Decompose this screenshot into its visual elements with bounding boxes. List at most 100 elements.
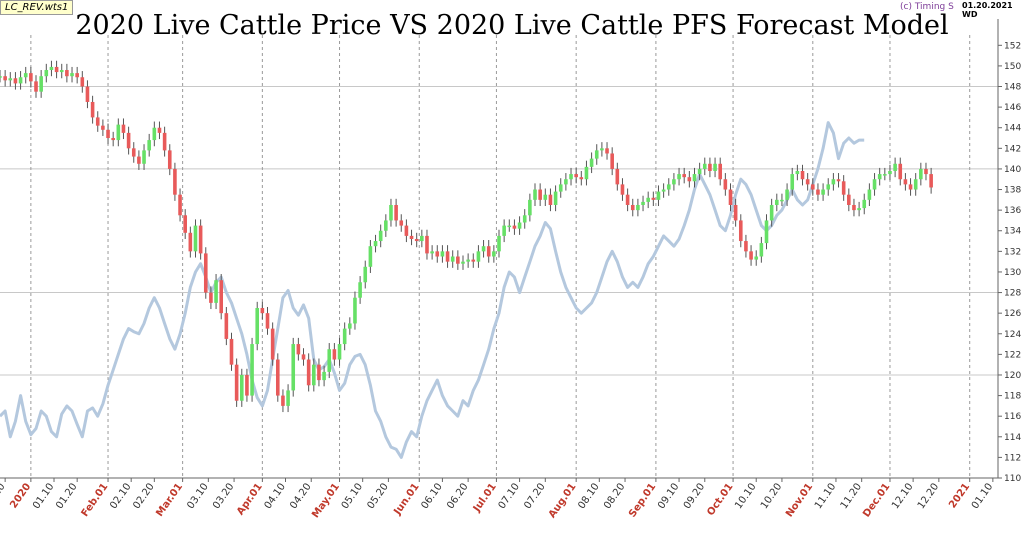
candle-up (641, 201, 645, 205)
candle-up (872, 179, 877, 190)
candle-up (348, 323, 352, 329)
candle-down (173, 168, 177, 195)
candle-up (49, 66, 54, 71)
forecast-layer (0, 121, 865, 459)
x-tick-label: 07.10 (497, 481, 522, 511)
candle-up (492, 251, 496, 257)
candle-up (702, 163, 707, 169)
candle-down (708, 163, 712, 171)
candle-up (919, 168, 923, 180)
candle-down (111, 138, 115, 141)
candle-down (852, 204, 856, 211)
x-tick-label: 06.20 (445, 481, 470, 511)
candle-down (188, 232, 193, 252)
grid-layer (0, 35, 998, 478)
candle-down (167, 150, 172, 169)
candle-up (466, 259, 470, 262)
candle-up (862, 199, 867, 209)
candle-up (913, 179, 918, 190)
candle-up (636, 204, 640, 211)
candle-down (625, 194, 630, 205)
candle-down (738, 220, 743, 242)
candle-up (790, 174, 795, 190)
x-tick-label: 07.20 (522, 481, 547, 511)
candle-up (893, 163, 897, 171)
x-tick-label: 2020 (8, 481, 33, 510)
candle-up (461, 261, 465, 264)
candle-down (126, 132, 131, 149)
candle-up (764, 220, 769, 244)
candle-up (769, 204, 774, 221)
candle-down (538, 189, 542, 200)
y-tick-label: 114 (1004, 433, 1021, 443)
candle-up (857, 208, 861, 211)
candle-down (800, 170, 805, 180)
candle-down (811, 184, 815, 190)
candle-up (594, 150, 599, 159)
candle-up (116, 124, 121, 141)
candle-up (692, 174, 697, 182)
candle-up (543, 194, 548, 200)
candle-up (59, 70, 64, 73)
candle-down (512, 225, 517, 229)
candle-down (245, 374, 249, 396)
candle-up (759, 243, 764, 257)
candle-up (363, 266, 368, 283)
candle-down (898, 163, 903, 180)
candle-down (137, 156, 141, 164)
x-tick-label: .20 (0, 481, 8, 500)
candle-up (697, 168, 702, 175)
y-tick-label: 124 (1004, 330, 1021, 340)
candle-down (924, 168, 928, 175)
candle-up (193, 225, 198, 252)
x-tick-label: Oct.01 (705, 481, 735, 518)
candle-up (522, 215, 527, 223)
candle-down (162, 132, 167, 151)
candle-up (533, 189, 537, 200)
candle-down (95, 117, 100, 126)
x-tick-label: Dec.01 (861, 481, 892, 519)
candle-down (409, 235, 414, 239)
y-tick-label: 130 (1004, 268, 1021, 278)
x-tick-label: 04.20 (288, 481, 313, 511)
candle-up (378, 230, 383, 242)
candle-up (481, 246, 486, 252)
candle-down (836, 179, 841, 182)
candle-up (147, 140, 151, 151)
x-tick-label: Jul.01 (471, 481, 499, 514)
candle-down (260, 308, 265, 314)
candle-down (281, 395, 285, 406)
candle-up (672, 179, 676, 185)
candle-up (826, 184, 831, 190)
y-tick-label: 112 (1004, 453, 1021, 463)
candle-down (229, 338, 234, 365)
candle-down (805, 179, 810, 185)
candle-up (831, 179, 836, 185)
candle-down (29, 73, 33, 82)
y-tick-label: 120 (1004, 371, 1021, 381)
x-tick-label: 02.10 (108, 481, 133, 511)
x-tick-label: 2021 (947, 481, 972, 510)
y-tick-label: 150 (1004, 62, 1021, 72)
x-tick-label: Sep.01 (627, 481, 658, 519)
candle-up (785, 189, 789, 200)
candle-up (502, 225, 506, 236)
x-tick-label: 11.10 (813, 481, 838, 511)
y-tick-label: 118 (1004, 392, 1021, 402)
candle-up (152, 127, 157, 141)
x-tick-label: 01.20 (54, 481, 79, 511)
candle-down (270, 328, 275, 360)
candle-down (224, 313, 229, 339)
candle-down (574, 174, 578, 178)
candle-down (13, 78, 18, 84)
y-tick-label: 128 (1004, 289, 1021, 299)
x-tick-label: 03.20 (211, 481, 236, 511)
x-tick-label: 01.10 (31, 481, 56, 511)
candle-down (610, 153, 614, 169)
x-tick-label: Aug.01 (547, 481, 579, 520)
candle-down (728, 189, 733, 205)
x-tick-label: 01.10 (970, 481, 995, 511)
candle-down (90, 101, 95, 118)
candle-down (445, 251, 450, 262)
